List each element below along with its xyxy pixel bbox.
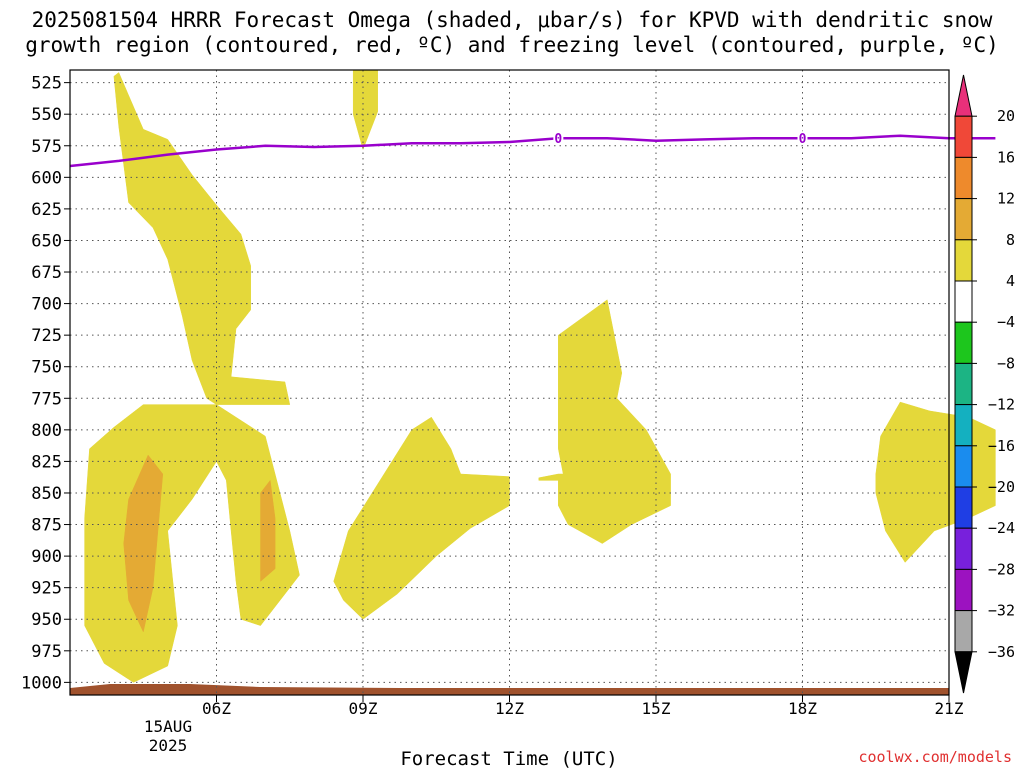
y-tick-label: 650 [31,231,62,251]
colorbar-swatch [954,362,973,406]
y-tick-label: 725 [31,326,62,346]
y-tick-label: 700 [31,295,62,315]
y-tick-label: 1000 [21,673,62,693]
x-tick-label: 15Z [642,699,671,718]
y-tick-label: 925 [31,579,62,599]
y-tick-label: 750 [31,358,62,378]
terrain-ground-bump [70,684,400,690]
colorbar-label: −8 [997,354,1015,372]
colorbar-label: 4 [1006,272,1015,290]
colorbar-label: −36 [988,643,1015,661]
x-tick-label: 09Z [349,699,378,718]
colorbar-swatch [954,115,973,158]
omega-region-4-8 [84,72,300,683]
y-tick-label: 825 [31,452,62,472]
colorbar-top-arrow [954,74,973,117]
credit-text: coolwx.com/models [858,748,1012,766]
y-tick-label: 625 [31,200,62,220]
y-tick-label: 950 [31,610,62,630]
colorbar-label: −4 [997,313,1015,331]
y-tick-label: 900 [31,547,62,567]
y-axis-ticks: 525 550 575 600 625 650 675 700 725 750 775 800 825 8… [21,74,70,693]
colorbar-swatch [954,404,973,447]
omega-fill-layer [84,69,996,683]
x-tick-label: 18Z [788,699,817,718]
y-tick-label: 850 [31,484,62,504]
colorbar-label: −32 [988,602,1015,620]
colorbar-label: 16 [997,148,1015,166]
omega-region-4-8 [333,416,510,620]
colorbar-label: −28 [988,560,1015,578]
chart-title-line-1: 2025081504 HRRR Forecast Omega (shaded, … [31,8,993,32]
y-tick-label: 525 [31,74,62,94]
y-tick-label: 575 [31,137,62,157]
grid-layer [70,70,950,695]
x-date-year-label: 2025 [149,736,188,755]
colorbar-swatch [954,156,973,200]
colorbar-label: −24 [988,519,1015,537]
x-date-day-label: 15AUG [144,717,192,736]
y-tick-label: 550 [31,105,62,125]
colorbar-label: 20 [997,107,1015,125]
colorbar-label: 12 [997,190,1015,208]
x-tick-label: 06Z [202,699,231,718]
y-tick-label: 875 [31,516,62,536]
freezing-level-label: 0 [799,132,807,147]
colorbar-swatch [954,610,973,653]
colorbar-label: 8 [1006,231,1015,249]
freezing-label-bg [553,131,564,145]
colorbar-swatch [954,568,973,612]
colorbar-swatch [954,321,973,364]
x-axis-ticks: 06Z 09Z 12Z 15Z 18Z 21Z [202,695,964,718]
omega-region-4-8 [352,69,378,151]
y-tick-label: 975 [31,642,62,662]
colorbar-label: −12 [988,396,1015,414]
colorbar-swatch [954,486,973,529]
colorbar-swatch [954,198,973,241]
freezing-level-label: 0 [554,132,562,147]
x-axis-label: Forecast Time (UTC) [400,748,617,768]
omega-region-4-8 [538,299,671,544]
colorbar-swatch [954,280,973,323]
colorbar: 20 16 12 8 4 −4 −8 −12 −16 −20 −24 −28 −32 −36 [954,74,1015,694]
freezing-level-line [69,134,996,168]
omega-region-8-12 [260,479,276,582]
colorbar-swatch [954,527,973,570]
x-tick-label: 21Z [935,699,964,718]
colorbar-label: −16 [988,437,1015,455]
x-tick-label: 12Z [495,699,524,718]
colorbar-swatch [954,239,973,282]
colorbar-label: −20 [988,478,1015,496]
y-tick-label: 675 [31,263,62,283]
y-tick-label: 775 [31,389,62,409]
freezing-label-bg [797,131,808,145]
y-tick-label: 600 [31,168,62,188]
omega-region-4-8 [875,401,996,563]
colorbar-swatch [954,445,973,488]
chart-title-line-2: growth region (contoured, red, ºC) and f… [25,33,999,57]
colorbar-bottom-arrow [954,651,973,694]
y-tick-label: 800 [31,421,62,441]
